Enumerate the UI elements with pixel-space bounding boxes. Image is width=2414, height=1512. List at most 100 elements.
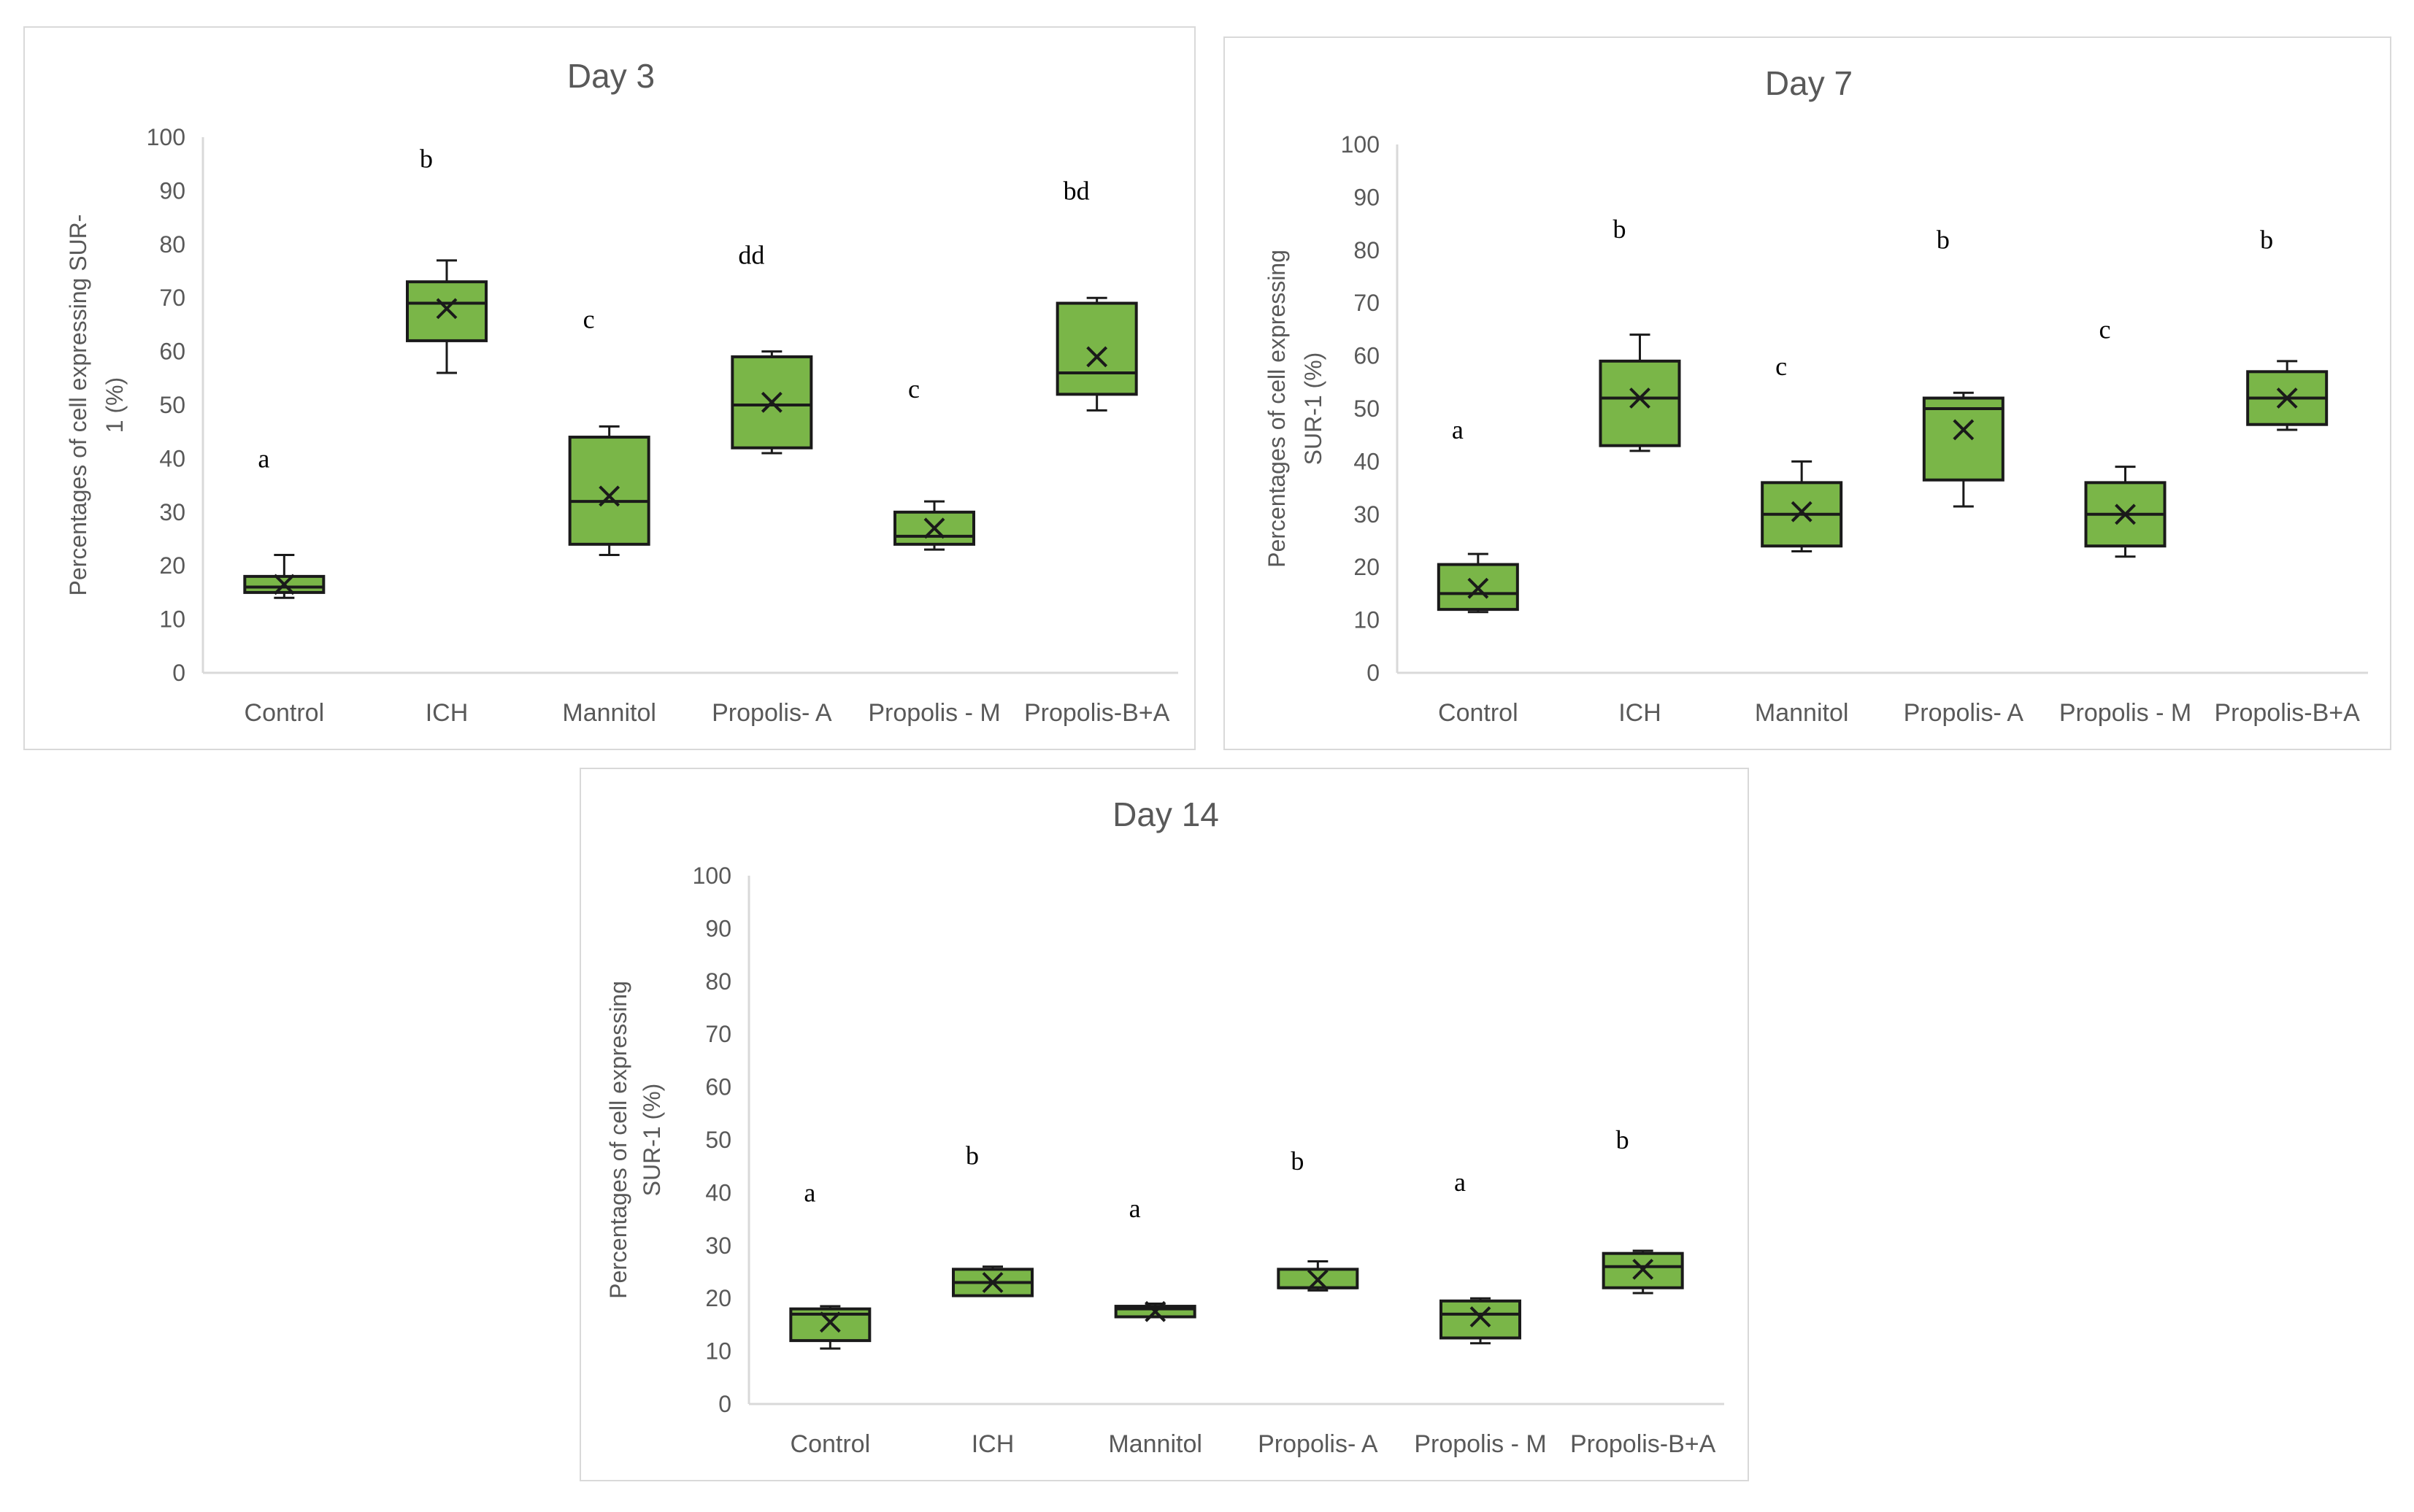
box-plot-mannitol xyxy=(1114,1300,1196,1322)
box-plot-ich xyxy=(1599,333,1681,452)
significance-label: a xyxy=(258,444,269,473)
mean-marker xyxy=(2276,387,2298,409)
significance-label: a xyxy=(1452,415,1464,444)
mean-marker xyxy=(599,485,620,507)
y-axis-label: SUR-1 (%) xyxy=(639,1084,665,1197)
chart-title: Day 7 xyxy=(1765,64,1853,102)
box-plot-propolis-a xyxy=(1277,1260,1359,1292)
x-tick-label: Propolis-B+A xyxy=(1570,1430,1716,1458)
x-tick-label: Control xyxy=(245,699,325,727)
y-tick-label: 100 xyxy=(1341,131,1380,158)
x-tick-label: Mannitol xyxy=(1755,699,1849,727)
y-tick-label: 80 xyxy=(159,231,185,258)
y-tick-label: 20 xyxy=(705,1285,731,1311)
box-plot-propolis-m xyxy=(1439,1297,1521,1345)
y-tick-label: 10 xyxy=(159,606,185,633)
box-plot-control xyxy=(243,554,326,599)
y-tick-label: 70 xyxy=(1353,290,1380,316)
box-plot-propolis-m xyxy=(893,500,975,551)
y-axis-label: Percentages of cell expressing SUR- xyxy=(65,215,91,596)
mean-marker xyxy=(1469,1306,1491,1327)
mean-marker xyxy=(1086,346,1108,368)
y-tick-label: 50 xyxy=(1353,396,1380,422)
y-tick-label: 90 xyxy=(705,915,731,941)
mean-marker xyxy=(982,1272,1004,1293)
box-plot-control xyxy=(789,1305,872,1350)
significance-label: b xyxy=(1291,1146,1304,1176)
box-iqr xyxy=(1056,301,1138,396)
box-plot-propolis-b-a xyxy=(1602,1249,1684,1295)
significance-label: c xyxy=(583,305,595,334)
y-tick-label: 90 xyxy=(1353,184,1380,210)
x-tick-label: Control xyxy=(791,1430,871,1458)
significance-label: b xyxy=(1613,215,1626,244)
mean-marker xyxy=(761,391,783,413)
box-plot-propolis-a xyxy=(731,350,813,455)
mean-marker xyxy=(1629,387,1650,409)
box-plot-mannitol xyxy=(568,425,650,557)
y-tick-label: 80 xyxy=(1353,237,1380,263)
box-plot-mannitol xyxy=(1761,460,1843,552)
x-tick-label: ICH xyxy=(426,699,469,727)
significance-label: dd xyxy=(738,240,764,269)
y-axis-label: 1 (%) xyxy=(101,377,128,433)
y-tick-label: 70 xyxy=(159,285,185,311)
x-tick-label: Propolis- A xyxy=(712,699,832,727)
box-iqr xyxy=(568,436,650,546)
box-plot-propolis-m xyxy=(2084,466,2167,558)
y-tick-label: 50 xyxy=(159,392,185,418)
y-tick-label: 60 xyxy=(159,339,185,365)
significance-label: a xyxy=(1129,1194,1141,1223)
box-plot-ich xyxy=(406,259,488,374)
box-plot-propolis-a xyxy=(1922,391,2004,508)
mean-marker xyxy=(1632,1258,1654,1280)
x-tick-label: Propolis- A xyxy=(1258,1430,1378,1458)
y-tick-label: 10 xyxy=(705,1338,731,1365)
significance-label: bd xyxy=(1064,176,1090,205)
mean-marker xyxy=(1145,1300,1166,1322)
y-tick-label: 40 xyxy=(159,445,185,471)
box-plot-propolis-b-a xyxy=(1056,296,1138,412)
y-axis-label: Percentages of cell expressing xyxy=(1264,250,1290,568)
x-tick-label: Propolis - M xyxy=(2059,699,2191,727)
x-tick-label: Propolis - M xyxy=(868,699,1000,727)
y-tick-label: 40 xyxy=(1353,448,1380,474)
y-axis-label: SUR-1 (%) xyxy=(1300,352,1326,466)
x-tick-label: Propolis - M xyxy=(1414,1430,1546,1458)
box-iqr xyxy=(1922,396,2004,482)
chart-svg: Day 3 Percentages of cell expressing SUR-… xyxy=(65,57,1178,727)
mean-marker xyxy=(819,1311,841,1333)
y-tick-label: 60 xyxy=(705,1074,731,1100)
x-tick-label: ICH xyxy=(972,1430,1015,1458)
y-tick-label: 20 xyxy=(159,552,185,579)
y-tick-label: 90 xyxy=(159,177,185,204)
y-tick-label: 30 xyxy=(705,1233,731,1259)
mean-marker xyxy=(923,517,945,539)
significance-label: a xyxy=(804,1178,815,1207)
box-iqr xyxy=(1599,359,1681,447)
significance-label: c xyxy=(908,374,920,404)
significance-label: a xyxy=(1454,1168,1466,1197)
significance-label: c xyxy=(2099,315,2111,344)
significance-label: b xyxy=(1937,225,1950,254)
chart-panel-day-3: Day 3 Percentages of cell expressing SUR-… xyxy=(23,26,1196,750)
box-plot-control xyxy=(1437,552,1519,614)
chart-title: Day 14 xyxy=(1112,795,1219,833)
chart-svg: Day 14 Percentages of cell expressing SUR-… xyxy=(605,795,1724,1458)
x-tick-label: Mannitol xyxy=(1108,1430,1202,1458)
x-tick-label: Mannitol xyxy=(562,699,656,727)
y-tick-label: 30 xyxy=(159,499,185,525)
y-axis-label: Percentages of cell expressing xyxy=(605,981,631,1299)
mean-marker xyxy=(436,298,458,320)
box-iqr xyxy=(406,280,488,342)
y-tick-label: 60 xyxy=(1353,343,1380,369)
y-tick-label: 30 xyxy=(1353,501,1380,528)
chart-title: Day 3 xyxy=(567,57,655,95)
mean-marker xyxy=(1467,577,1489,599)
y-tick-label: 70 xyxy=(705,1021,731,1047)
box-iqr xyxy=(1439,1299,1521,1340)
y-tick-label: 0 xyxy=(718,1391,731,1417)
mean-marker xyxy=(1953,419,1975,441)
mean-marker xyxy=(273,574,295,595)
x-tick-label: Propolis- A xyxy=(1904,699,2024,727)
